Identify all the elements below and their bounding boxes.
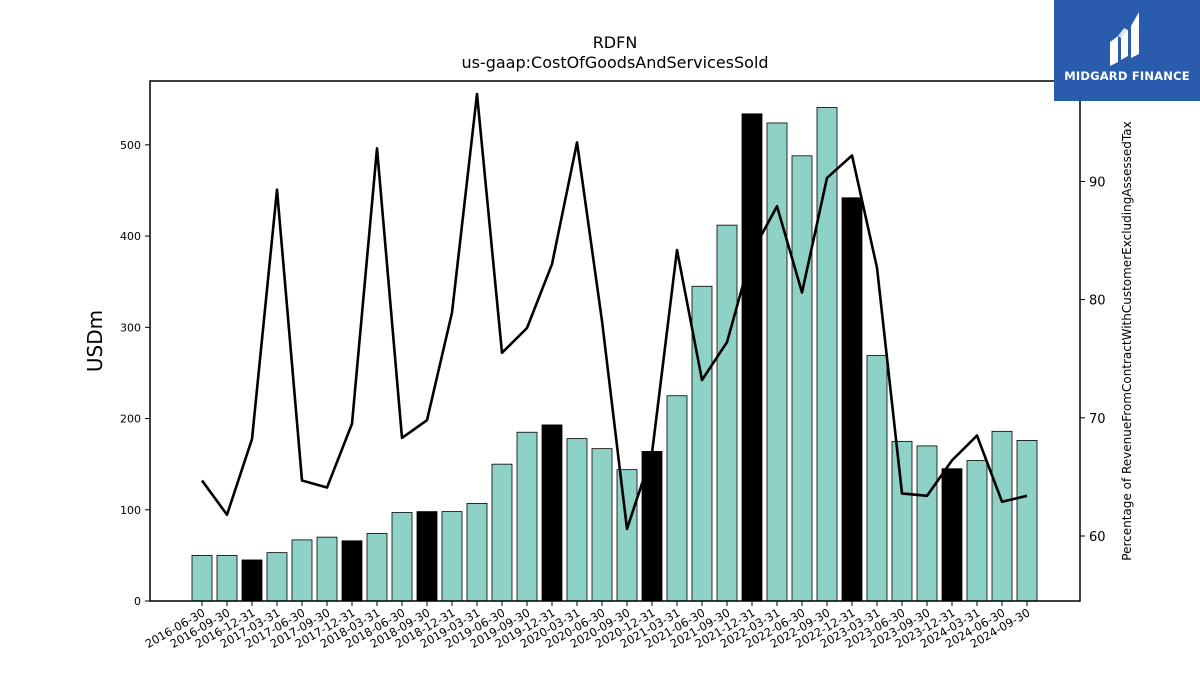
bar-2016-09-30 xyxy=(216,554,238,602)
bar-2018-03-31 xyxy=(366,533,388,602)
bar-2017-12-31 xyxy=(341,540,363,602)
y-tick-label: 400 xyxy=(120,230,141,243)
line-series xyxy=(200,92,1028,531)
bar-2022-03-31 xyxy=(766,122,788,602)
y-axis-label: USDm xyxy=(83,310,107,372)
chart-subtitle: us-gaap:CostOfGoodsAndServicesSold xyxy=(461,53,768,72)
bar-2022-12-31 xyxy=(841,197,863,602)
bar-2021-09-30 xyxy=(716,224,738,602)
bar-2016-12-31 xyxy=(241,559,263,602)
x-axis: 2016-06-302016-09-302016-12-312017-03-31… xyxy=(143,601,1033,651)
y-axis-right: 60 70 80 90 xyxy=(1080,175,1106,545)
bar-2018-12-31 xyxy=(441,511,463,602)
y-tick-label: 0 xyxy=(134,595,141,608)
bar-2019-12-31 xyxy=(541,424,563,602)
bar-2019-03-31 xyxy=(466,502,488,602)
y2-tick-label: 80 xyxy=(1089,294,1106,309)
bar-2020-03-31 xyxy=(566,438,588,602)
bar-2020-09-30 xyxy=(616,469,638,602)
y2-tick-label: 60 xyxy=(1089,530,1106,545)
y-axis-left: 0 100 200 300 400 500 xyxy=(120,139,150,608)
y-tick-label: 500 xyxy=(120,139,141,152)
bar-2020-06-30 xyxy=(591,448,613,602)
bar-2019-06-30 xyxy=(491,463,513,602)
bar-2021-03-31 xyxy=(666,395,688,602)
bar-2016-06-30 xyxy=(191,554,213,602)
logo-text: MIDGARD FINANCE xyxy=(1064,69,1190,83)
logo-mark-icon xyxy=(1110,12,1139,66)
bar-2021-06-30 xyxy=(691,285,713,602)
bar-2022-06-30 xyxy=(791,155,813,602)
bar-2023-12-31 xyxy=(941,468,963,602)
plot-frame xyxy=(149,80,1081,602)
bar-2023-09-30 xyxy=(916,445,938,602)
bar-2021-12-31 xyxy=(741,113,763,602)
bar-2018-09-30 xyxy=(416,511,438,602)
bar-2024-03-31 xyxy=(966,460,988,602)
bar-2017-09-30 xyxy=(316,536,338,602)
y2-axis-label: Percentage of RevenueFromContractWithCus… xyxy=(1120,121,1134,560)
bar-2017-06-30 xyxy=(291,539,313,602)
line-path xyxy=(200,92,1028,531)
bar-series xyxy=(191,107,1038,602)
y-tick-label: 200 xyxy=(120,413,141,426)
bar-2017-03-31 xyxy=(266,552,288,602)
midgard-finance-logo: MIDGARD FINANCE xyxy=(1054,0,1200,101)
bar-2024-06-30 xyxy=(991,430,1013,602)
y2-tick-label: 70 xyxy=(1089,412,1106,427)
bar-2024-09-30 xyxy=(1016,440,1038,602)
bar-2019-09-30 xyxy=(516,431,538,602)
bar-2023-03-31 xyxy=(866,355,888,602)
y2-tick-label: 90 xyxy=(1089,175,1106,190)
y-tick-label: 100 xyxy=(120,504,141,517)
chart-title: RDFN xyxy=(593,33,638,52)
bar-2023-06-30 xyxy=(891,440,913,602)
bar-2018-06-30 xyxy=(391,512,413,602)
y-tick-label: 300 xyxy=(120,321,141,334)
